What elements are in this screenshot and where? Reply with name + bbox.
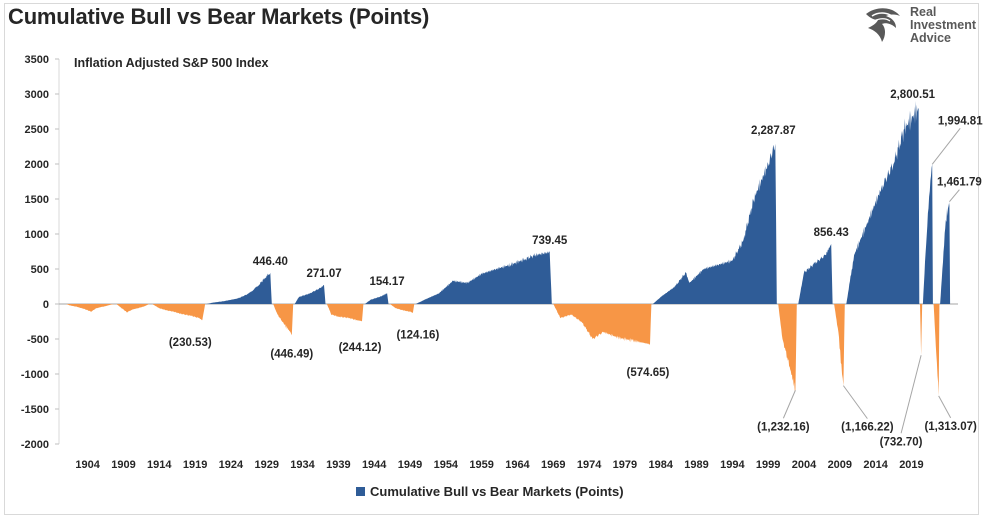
brand-logo: Real Investment Advice: [862, 4, 976, 48]
y-tick-label: 1000: [25, 229, 49, 241]
x-tick-label: 1919: [183, 459, 207, 471]
bull-market-area: [364, 293, 389, 304]
x-tick-label: 1984: [648, 459, 673, 471]
data-label: 271.07: [306, 268, 341, 280]
y-tick-label: 500: [31, 264, 49, 276]
logo-line-1: Real: [910, 5, 937, 19]
data-label: 1,994.81: [938, 115, 983, 127]
data-label: 739.45: [532, 235, 568, 247]
x-tick-label: 1909: [111, 459, 135, 471]
bear-market-area: [933, 304, 940, 396]
bear-market-area: [152, 304, 206, 321]
x-tick-label: 1959: [469, 459, 493, 471]
eagle-head-icon: [866, 8, 900, 42]
y-tick-label: -2000: [21, 439, 49, 451]
data-label: 1,461.79: [937, 177, 982, 189]
x-tick-label: 1969: [541, 459, 565, 471]
y-tick-label: -500: [27, 334, 49, 346]
x-tick-label: 1999: [756, 459, 780, 471]
data-label-leader: [938, 395, 952, 419]
data-label: 154.17: [369, 276, 404, 288]
bear-market-area: [389, 304, 415, 313]
bull-market-area: [415, 251, 552, 304]
logo-line-3: Advice: [910, 31, 951, 45]
data-label: (1,166.22): [841, 422, 894, 434]
chart-subtitle: Inflation Adjusted S&P 500 Index: [74, 56, 269, 70]
bull-market-area: [846, 101, 920, 304]
x-tick-label: 1914: [147, 459, 172, 471]
x-tick-label: 1994: [720, 459, 745, 471]
bear-market-area: [326, 304, 364, 322]
data-label-leader: [931, 128, 961, 165]
bear-market-area: [116, 304, 150, 313]
data-label: (732.70): [880, 436, 923, 448]
x-tick-label: 1979: [613, 459, 637, 471]
x-tick-label: 1924: [219, 459, 244, 471]
y-tick-label: 3000: [25, 89, 49, 101]
x-tick-label: 1954: [434, 459, 459, 471]
data-label: (1,232.16): [757, 421, 810, 433]
x-tick-label: 2019: [899, 459, 923, 471]
bull-market-area: [294, 285, 326, 304]
data-label-leader: [900, 355, 922, 434]
x-tick-label: 1929: [254, 459, 278, 471]
logo-text: Real Investment Advice: [910, 6, 976, 45]
x-tick-label: 1939: [326, 459, 350, 471]
y-tick-label: 3500: [25, 54, 49, 66]
y-tick-label: -1500: [21, 404, 49, 416]
x-tick-label: 1974: [577, 459, 602, 471]
legend-swatch: [356, 487, 365, 496]
bear-market-area: [66, 304, 115, 312]
y-tick-label: 2000: [25, 159, 49, 171]
x-tick-label: 2009: [828, 459, 852, 471]
logo-line-2: Investment: [910, 18, 976, 32]
x-tick-label: 2014: [863, 459, 888, 471]
bear-market-area: [778, 304, 797, 392]
bear-market-area: [273, 304, 294, 336]
x-tick-label: 1904: [75, 459, 100, 471]
y-tick-label: 0: [43, 299, 49, 311]
data-label: (446.49): [270, 348, 313, 360]
chart-title: Cumulative Bull vs Bear Markets (Points): [8, 4, 430, 29]
bull-market-area: [922, 164, 933, 304]
data-label-leader: [842, 385, 868, 419]
bear-market-area: [553, 304, 652, 345]
bull-market-area: [652, 143, 777, 304]
y-tick-label: 2500: [25, 124, 49, 136]
data-label-leader: [782, 390, 796, 419]
x-tick-label: 2004: [792, 459, 817, 471]
data-label: 856.43: [814, 227, 849, 239]
x-tick-label: 1934: [290, 459, 315, 471]
x-tick-label: 1964: [505, 459, 530, 471]
bull-market-area: [206, 272, 272, 304]
data-label-leader: [949, 189, 960, 202]
data-label: (230.53): [169, 337, 212, 349]
data-label: (1,313.07): [924, 421, 977, 433]
bear-market-area: [920, 304, 923, 356]
bull-market-area: [798, 244, 833, 304]
legend-label: Cumulative Bull vs Bear Markets (Points): [370, 484, 624, 499]
y-tick-label: -1000: [21, 369, 49, 381]
data-label: 2,287.87: [751, 125, 796, 137]
x-tick-label: 1989: [684, 459, 708, 471]
bull-market-area: [940, 201, 951, 304]
data-label: 446.40: [253, 256, 288, 268]
chart-legend: Cumulative Bull vs Bear Markets (Points): [356, 484, 624, 499]
data-label: (244.12): [339, 342, 382, 354]
data-label: (124.16): [396, 330, 439, 342]
chart-frame: [4, 3, 979, 515]
bear-market-area: [834, 304, 845, 386]
data-label: (574.65): [627, 367, 670, 379]
data-label: 2,800.51: [890, 89, 935, 101]
x-tick-label: 1949: [398, 459, 422, 471]
x-tick-label: 1944: [362, 459, 387, 471]
y-tick-label: 1500: [25, 194, 49, 206]
